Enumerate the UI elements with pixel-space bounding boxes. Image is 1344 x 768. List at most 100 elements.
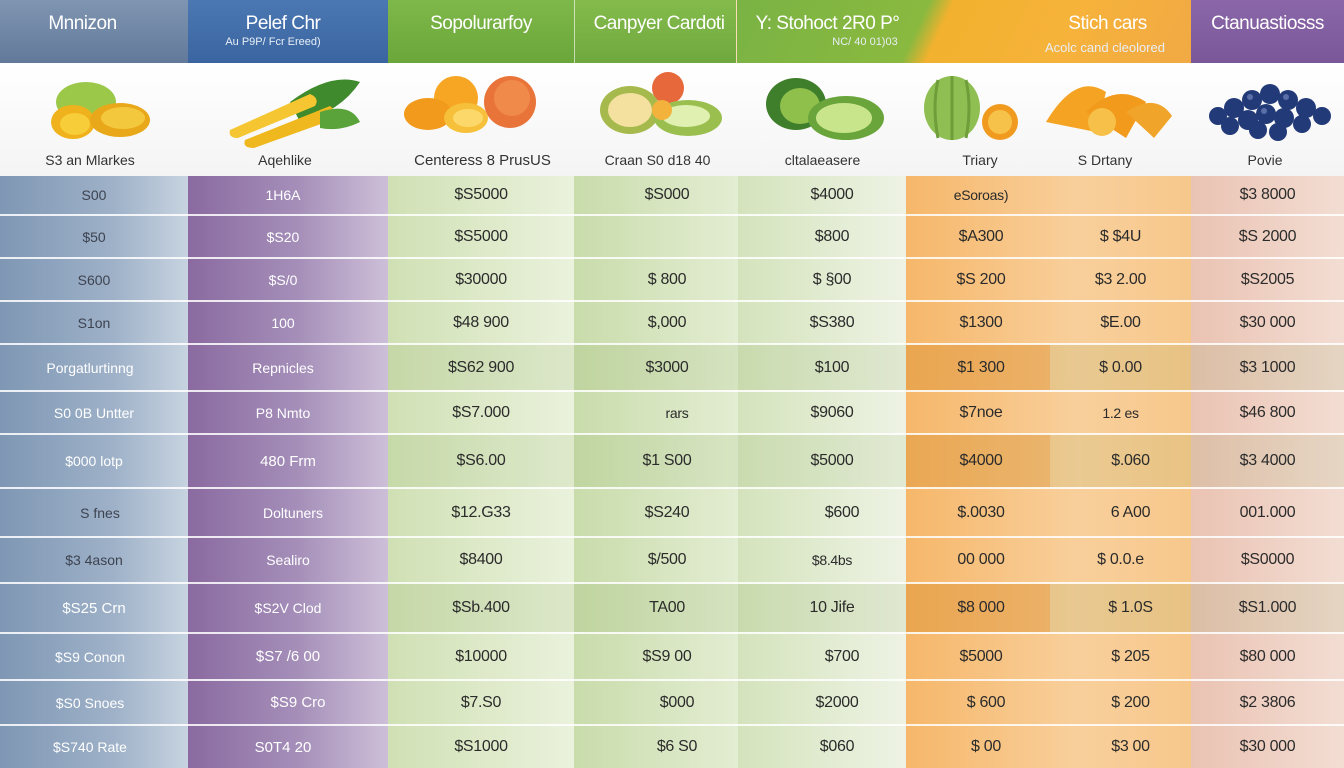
table-cell xyxy=(1050,176,1191,214)
table-cell: $50 xyxy=(82,228,106,245)
header-col3 xyxy=(388,0,574,63)
table-cell: $1 S00 xyxy=(642,452,692,469)
table-cell: $S0000 xyxy=(1240,551,1295,568)
table-cell: $30 000 xyxy=(1239,313,1296,331)
header-title-1: Mnnizon xyxy=(48,13,117,34)
caption-6: Triary xyxy=(962,152,998,168)
table-cell: $S740 Rate xyxy=(53,739,127,755)
row-sep xyxy=(0,582,1344,584)
table-cell: eSoroas) xyxy=(953,187,1009,203)
col-bg-2 xyxy=(188,176,388,768)
table-cell: $1300 xyxy=(959,313,1003,331)
table-cell: $S9 Conon xyxy=(54,648,126,665)
header-col1 xyxy=(0,0,188,63)
table-cell: $5000 xyxy=(959,647,1003,665)
table-cell: $ 205 xyxy=(1111,647,1150,665)
table-cell: $S/0 xyxy=(268,271,298,288)
table-cell: $ $4U xyxy=(1099,227,1142,245)
table-cell: $S6.00 xyxy=(456,452,506,469)
header-title-6: Stich cars xyxy=(1068,13,1147,34)
caption-3: Centeress 8 PrusUS xyxy=(414,151,551,169)
caption-2: Aqehlike xyxy=(258,152,312,168)
table-cell: $S 2000 xyxy=(1238,227,1297,245)
table-cell: $S0 Snoes xyxy=(55,694,125,711)
table-cell: rars xyxy=(665,404,689,421)
col-bg-1 xyxy=(0,176,188,768)
row-shade-c xyxy=(388,584,1344,632)
row-sep xyxy=(0,214,1344,216)
mango-icon xyxy=(51,82,150,139)
col-bg-5 xyxy=(738,176,906,768)
table-cell: $000 lotp xyxy=(65,453,123,469)
table-cell: P8 Nmto xyxy=(255,404,311,421)
table-cell: Repnicles xyxy=(252,359,314,376)
table-cell: 480 Frm xyxy=(260,452,316,470)
header-col7 xyxy=(1191,0,1344,63)
table-cell: $10000 xyxy=(455,647,507,665)
header-sub-2: Au P9P/ Fcr Ereed) xyxy=(225,36,321,48)
table-cell: $3000 xyxy=(645,358,689,376)
table-cell: $2000 xyxy=(815,693,859,711)
table-cell: $ 0.0.e xyxy=(1097,551,1144,568)
table-cell: Sealiro xyxy=(266,552,310,568)
header-sub-5: NC/ 40 01)03 xyxy=(832,36,898,48)
table-cell: $S5000 xyxy=(454,227,508,245)
table-cell: TA00 xyxy=(649,599,685,616)
table-cell: 00 000 xyxy=(957,551,1005,568)
header-col5 xyxy=(736,0,1191,63)
table-cell: $800 xyxy=(814,227,850,245)
header-col2 xyxy=(188,0,388,63)
row-sep xyxy=(0,536,1344,538)
table-cell: $ 200 xyxy=(1111,693,1150,711)
table-cell: $ 1.0S xyxy=(1108,599,1153,616)
table-cell: $.0030 xyxy=(957,503,1005,521)
table-cell: $S380 xyxy=(809,313,855,331)
table-cell xyxy=(574,216,760,257)
table-cell: $S 200 xyxy=(956,270,1006,288)
table-cell: $5000 xyxy=(810,452,854,469)
table-cell: $600 xyxy=(824,503,860,521)
table-cell: $060 xyxy=(819,738,855,755)
caption-1: S3 an Mlarkes xyxy=(45,152,135,168)
melon-slice-icon xyxy=(600,72,722,136)
table-cell: 1.2 es xyxy=(1102,404,1139,421)
table-cell: $Sb.400 xyxy=(452,599,510,616)
row-sep xyxy=(0,343,1344,345)
table-cell: $,000 xyxy=(647,313,687,331)
melon-orange-icon xyxy=(924,76,1018,140)
table-cell: $7.S0 xyxy=(460,693,502,711)
table-cell: $6 S0 xyxy=(656,738,698,755)
table-cell: S00 xyxy=(81,187,107,203)
row-sep xyxy=(0,724,1344,726)
table-cell: S0 0B Untter xyxy=(53,404,135,421)
row-sep xyxy=(0,257,1344,259)
table-cell: S0T4 20 xyxy=(254,738,312,756)
table-cell: $S7.000 xyxy=(452,403,510,421)
table-cell: 6 A00 xyxy=(1110,503,1151,521)
table-cell: $S5000 xyxy=(454,186,508,203)
table-cell: $4000 xyxy=(810,186,854,203)
table-cell: $ 0.00 xyxy=(1099,358,1142,376)
table-cell: $ 800 xyxy=(647,270,687,288)
col-bg-3 xyxy=(388,176,574,768)
header-title-3: Sopolurarfoy xyxy=(430,13,532,34)
table-cell: $3 4ason xyxy=(65,552,123,568)
table-cell: $S20 xyxy=(266,228,300,245)
table-cell: $9060 xyxy=(810,403,854,421)
table-cell: $S000 xyxy=(644,186,690,203)
table-cell: 001.000 xyxy=(1239,503,1296,521)
table-cell: 10 Jife xyxy=(809,599,855,616)
orange-peach-icon xyxy=(404,76,536,133)
table-cell: $S7 /6 00 xyxy=(255,648,321,665)
table-cell: $8 000 xyxy=(957,599,1005,616)
row-sep xyxy=(0,487,1344,489)
table-cell: $/500 xyxy=(647,551,687,568)
table-cell: $3 4000 xyxy=(1239,452,1296,469)
table-cell: $3 00 xyxy=(1111,738,1150,755)
header-title-7: Ctanuastiosss xyxy=(1211,13,1324,34)
orange-band-b xyxy=(906,434,1050,488)
table-cell: $4000 xyxy=(959,452,1003,469)
table-cell: $12.G33 xyxy=(451,503,511,521)
caption-4: Craan S0 d18 40 xyxy=(604,152,711,168)
avocado-icon xyxy=(766,78,884,140)
